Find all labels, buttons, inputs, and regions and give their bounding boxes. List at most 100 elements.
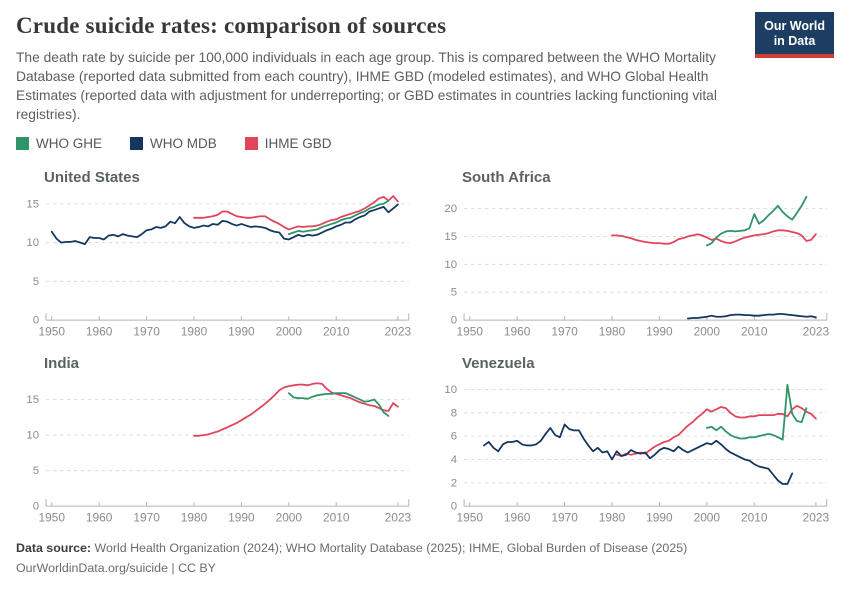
legend-swatch-navy bbox=[130, 137, 143, 151]
y-tick-label: 15 bbox=[26, 198, 39, 210]
owid-logo[interactable]: Our World in Data bbox=[755, 12, 834, 58]
series-ihme-gbd bbox=[615, 405, 817, 457]
chart-svg[interactable]: 0 2 4 6 8 10 1950 1960 1970 1980 1990 2000 2010 2023 bbox=[434, 372, 834, 531]
legend-label: IHME GBD bbox=[264, 136, 332, 152]
legend: WHO GHE WHO MDB IHME GBD bbox=[16, 136, 834, 151]
x-tick-label: 1960 bbox=[86, 325, 113, 339]
y-tick-label: 20 bbox=[444, 203, 457, 215]
data-source-text: World Health Organization (2024); WHO Mo… bbox=[91, 541, 688, 556]
line-chart-india[interactable]: 0 5 10 15 1950 1960 1970 1980 1990 2000 2010 2023 bbox=[16, 372, 416, 531]
x-tick-label: 1970 bbox=[133, 325, 160, 339]
y-tick-label: 0 bbox=[33, 315, 39, 327]
y-tick-label: 15 bbox=[26, 394, 39, 406]
x-tick-label: 2010 bbox=[741, 325, 768, 339]
series-who-ghe bbox=[705, 196, 808, 247]
x-tick-label: 1950 bbox=[457, 325, 484, 339]
series-who-mdb bbox=[50, 203, 399, 246]
x-tick-label: 1970 bbox=[133, 511, 160, 525]
y-tick-label: 8 bbox=[451, 407, 457, 419]
x-tick-label: 2010 bbox=[323, 325, 350, 339]
x-tick-label: 2000 bbox=[276, 511, 303, 525]
x-tick-label: 1960 bbox=[504, 511, 531, 525]
x-tick-label: 1970 bbox=[551, 325, 578, 339]
y-tick-label: 0 bbox=[451, 315, 457, 327]
y-tick-label: 0 bbox=[33, 501, 39, 513]
series-who-ghe bbox=[705, 384, 808, 441]
x-tick-label: 2000 bbox=[694, 511, 721, 525]
chart-panel-venezuela: Venezuela 0 2 4 6 8 10 1950 1960 1970 1980 1990 200… bbox=[434, 345, 834, 531]
y-tick-label: 5 bbox=[33, 276, 39, 288]
x-tick-label: 2000 bbox=[694, 325, 721, 339]
x-tick-label: 1960 bbox=[504, 325, 531, 339]
charts-grid: United States 0 5 10 15 1950 1960 1970 1980 1990… bbox=[16, 159, 834, 531]
x-tick-label: 2023 bbox=[385, 325, 412, 339]
chart-panel-united-states: United States 0 5 10 15 1950 1960 1970 1980 1990… bbox=[16, 159, 416, 345]
owid-logo-line2: in Data bbox=[773, 33, 816, 48]
x-tick-label: 2023 bbox=[803, 325, 830, 339]
x-tick-label: 2023 bbox=[385, 511, 412, 525]
y-tick-label: 5 bbox=[451, 287, 457, 299]
chart-panel-south-africa: South Africa 0 5 10 15 20 1950 1960 1970 1980 199… bbox=[434, 159, 834, 345]
legend-item-ihme-gbd: IHME GBD bbox=[244, 136, 332, 152]
panel-title: Venezuela bbox=[462, 355, 535, 373]
panel-title: South Africa bbox=[462, 169, 551, 187]
x-tick-label: 2010 bbox=[741, 511, 768, 525]
legend-item-who-ghe: WHO GHE bbox=[16, 136, 102, 151]
y-tick-label: 2 bbox=[451, 477, 457, 489]
x-tick-label: 1950 bbox=[39, 511, 66, 525]
y-tick-label: 10 bbox=[444, 384, 457, 396]
line-chart-venezuela[interactable]: 0 2 4 6 8 10 1950 1960 1970 1980 1990 2000 2010 2023 bbox=[434, 372, 834, 531]
x-tick-label: 2023 bbox=[803, 511, 830, 525]
license-line[interactable]: OurWorldinData.org/suicide | CC BY bbox=[16, 560, 216, 575]
y-tick-label: 4 bbox=[451, 454, 458, 466]
data-source-label: Data source: bbox=[16, 541, 92, 556]
series-ihme-gbd bbox=[193, 382, 399, 437]
footer: Data source: World Health Organization (… bbox=[16, 539, 834, 578]
legend-label: WHO GHE bbox=[36, 136, 102, 152]
data-source-line: Data source: World Health Organization (… bbox=[16, 539, 834, 559]
x-tick-label: 2010 bbox=[323, 511, 350, 525]
x-tick-label: 1980 bbox=[181, 325, 208, 339]
x-tick-label: 1980 bbox=[599, 511, 626, 525]
legend-label: WHO MDB bbox=[150, 136, 217, 152]
chart-panel-india: India 0 5 10 15 1950 1960 1970 1980 1990 2000 2010… bbox=[16, 345, 416, 531]
y-tick-label: 6 bbox=[451, 431, 457, 443]
series-who-mdb bbox=[483, 423, 794, 486]
x-tick-label: 1990 bbox=[646, 325, 673, 339]
x-tick-label: 1950 bbox=[457, 511, 484, 525]
y-tick-label: 10 bbox=[444, 259, 457, 271]
x-tick-label: 1970 bbox=[551, 511, 578, 525]
page-container: Crude suicide rates: comparison of sourc… bbox=[16, 12, 834, 578]
x-tick-label: 1980 bbox=[599, 325, 626, 339]
y-tick-label: 15 bbox=[444, 231, 457, 243]
x-tick-label: 1990 bbox=[228, 325, 255, 339]
y-tick-label: 10 bbox=[26, 237, 39, 249]
y-tick-label: 0 bbox=[451, 501, 457, 513]
panel-title: United States bbox=[44, 169, 140, 187]
legend-item-who-mdb: WHO MDB bbox=[130, 136, 217, 151]
series-who-ghe bbox=[287, 392, 390, 417]
y-tick-label: 10 bbox=[26, 430, 39, 442]
owid-logo-line1: Our World bbox=[764, 19, 825, 33]
x-tick-label: 1990 bbox=[228, 511, 255, 525]
chart-svg[interactable]: 0 5 10 15 20 1950 1960 1970 1980 1990 2000 2010 2023 bbox=[434, 186, 834, 345]
series-ihme-gbd bbox=[193, 195, 399, 231]
line-chart-south-africa[interactable]: 0 5 10 15 20 1950 1960 1970 1980 1990 2000 2010 2023 bbox=[434, 186, 834, 345]
legend-swatch-green bbox=[16, 137, 29, 151]
series-who-mdb bbox=[686, 313, 817, 320]
line-chart-united-states[interactable]: 0 5 10 15 1950 1960 1970 1980 1990 2000 2010 2023 bbox=[16, 186, 416, 345]
x-tick-label: 1960 bbox=[86, 511, 113, 525]
series-who-ghe bbox=[287, 199, 390, 236]
y-tick-label: 5 bbox=[33, 465, 39, 477]
panel-title: India bbox=[44, 355, 80, 373]
x-tick-label: 2000 bbox=[276, 325, 303, 339]
x-tick-label: 1990 bbox=[646, 511, 673, 525]
chart-svg[interactable]: 0 5 10 15 1950 1960 1970 1980 1990 2000 2010 2023 bbox=[16, 186, 416, 345]
chart-subtitle: The death rate by suicide per 100,000 in… bbox=[16, 50, 717, 123]
page-title: Crude suicide rates: comparison of sourc… bbox=[16, 13, 447, 38]
x-tick-label: 1980 bbox=[181, 511, 208, 525]
x-tick-label: 1950 bbox=[39, 325, 66, 339]
legend-swatch-red bbox=[244, 137, 258, 151]
chart-svg[interactable]: 0 5 10 15 1950 1960 1970 1980 1990 2000 2010 2023 bbox=[16, 372, 416, 531]
